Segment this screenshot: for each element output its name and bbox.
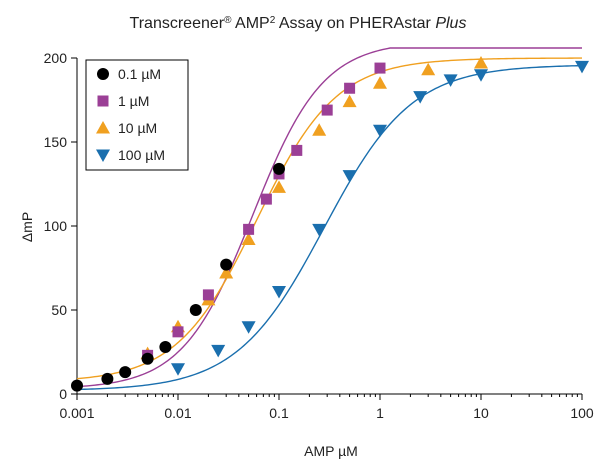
title-main: Transcreener xyxy=(130,15,225,32)
data-point xyxy=(141,352,154,365)
data-point xyxy=(211,344,226,358)
y-tick-label: 100 xyxy=(44,218,68,234)
data-point xyxy=(171,363,185,376)
data-point xyxy=(421,62,436,76)
data-point xyxy=(373,76,387,89)
legend-label: 10 µM xyxy=(118,120,157,136)
data-point xyxy=(101,372,114,385)
data-point xyxy=(119,366,132,379)
chart-title: Transcreener® AMP2 Assay on PHERAstar Pl… xyxy=(130,15,467,33)
title-superscript: 2 xyxy=(270,15,276,26)
data-point xyxy=(443,74,458,87)
title-italic: Plus xyxy=(435,15,466,32)
legend-marker xyxy=(96,149,110,162)
data-point xyxy=(272,180,286,193)
data-point xyxy=(241,321,256,334)
x-tick-label: 10 xyxy=(473,405,489,421)
data-point xyxy=(272,286,286,299)
data-point xyxy=(202,289,214,301)
data-point xyxy=(474,69,488,82)
data-point xyxy=(342,170,357,183)
y-tick-label: 50 xyxy=(51,302,67,318)
data-point xyxy=(172,326,184,338)
title-rest: Assay on PHERAstar xyxy=(275,15,435,32)
data-point xyxy=(189,304,202,316)
data-point xyxy=(219,266,234,279)
legend-label: 1 µM xyxy=(118,93,149,109)
data-point xyxy=(260,193,272,205)
data-point xyxy=(575,60,589,74)
data-point xyxy=(71,379,83,392)
data-point xyxy=(373,124,387,138)
x-axis-label: AMP µM xyxy=(304,443,358,459)
data-point xyxy=(474,56,488,69)
data-point xyxy=(312,123,327,136)
legend-label: 0.1 µM xyxy=(118,66,161,82)
data-point xyxy=(241,232,256,245)
data-point xyxy=(312,223,327,237)
plot-area: 0.001 0.01 0.1 1 10 100 0 50 100 150 200 0.1 µM 1 µM… xyxy=(44,47,594,421)
title-amp: AMP xyxy=(231,15,269,32)
data-point xyxy=(344,82,356,94)
x-tick-label: 0.01 xyxy=(164,405,191,421)
y-tick-label: 200 xyxy=(44,50,68,66)
x-tick-label: 1 xyxy=(376,405,384,421)
data-point xyxy=(374,62,386,74)
title-registered-mark: ® xyxy=(224,15,232,26)
fit-curve xyxy=(76,57,583,380)
legend-marker xyxy=(97,95,109,107)
x-tick-label: 100 xyxy=(570,405,594,421)
legend-marker xyxy=(96,121,110,134)
data-point xyxy=(220,258,233,271)
legend-label: 100 µM xyxy=(118,147,165,163)
legend: 0.1 µM 1 µM 10 µM 100 µM xyxy=(85,59,189,171)
fit-curve xyxy=(76,47,582,388)
legend-marker xyxy=(97,68,109,80)
y-tick-label: 150 xyxy=(44,134,68,150)
data-point xyxy=(342,94,357,108)
x-tick-label: 0.1 xyxy=(269,405,289,421)
data-point xyxy=(291,144,303,156)
fit-curve xyxy=(76,64,583,391)
x-tick-label: 0.001 xyxy=(59,405,94,421)
data-point xyxy=(243,223,255,235)
data-point xyxy=(413,91,428,104)
data-point xyxy=(273,162,285,175)
y-tick-label: 0 xyxy=(59,386,67,402)
y-axis-label: ΔmP xyxy=(19,212,35,242)
data-point xyxy=(321,104,333,116)
data-point xyxy=(159,340,172,353)
